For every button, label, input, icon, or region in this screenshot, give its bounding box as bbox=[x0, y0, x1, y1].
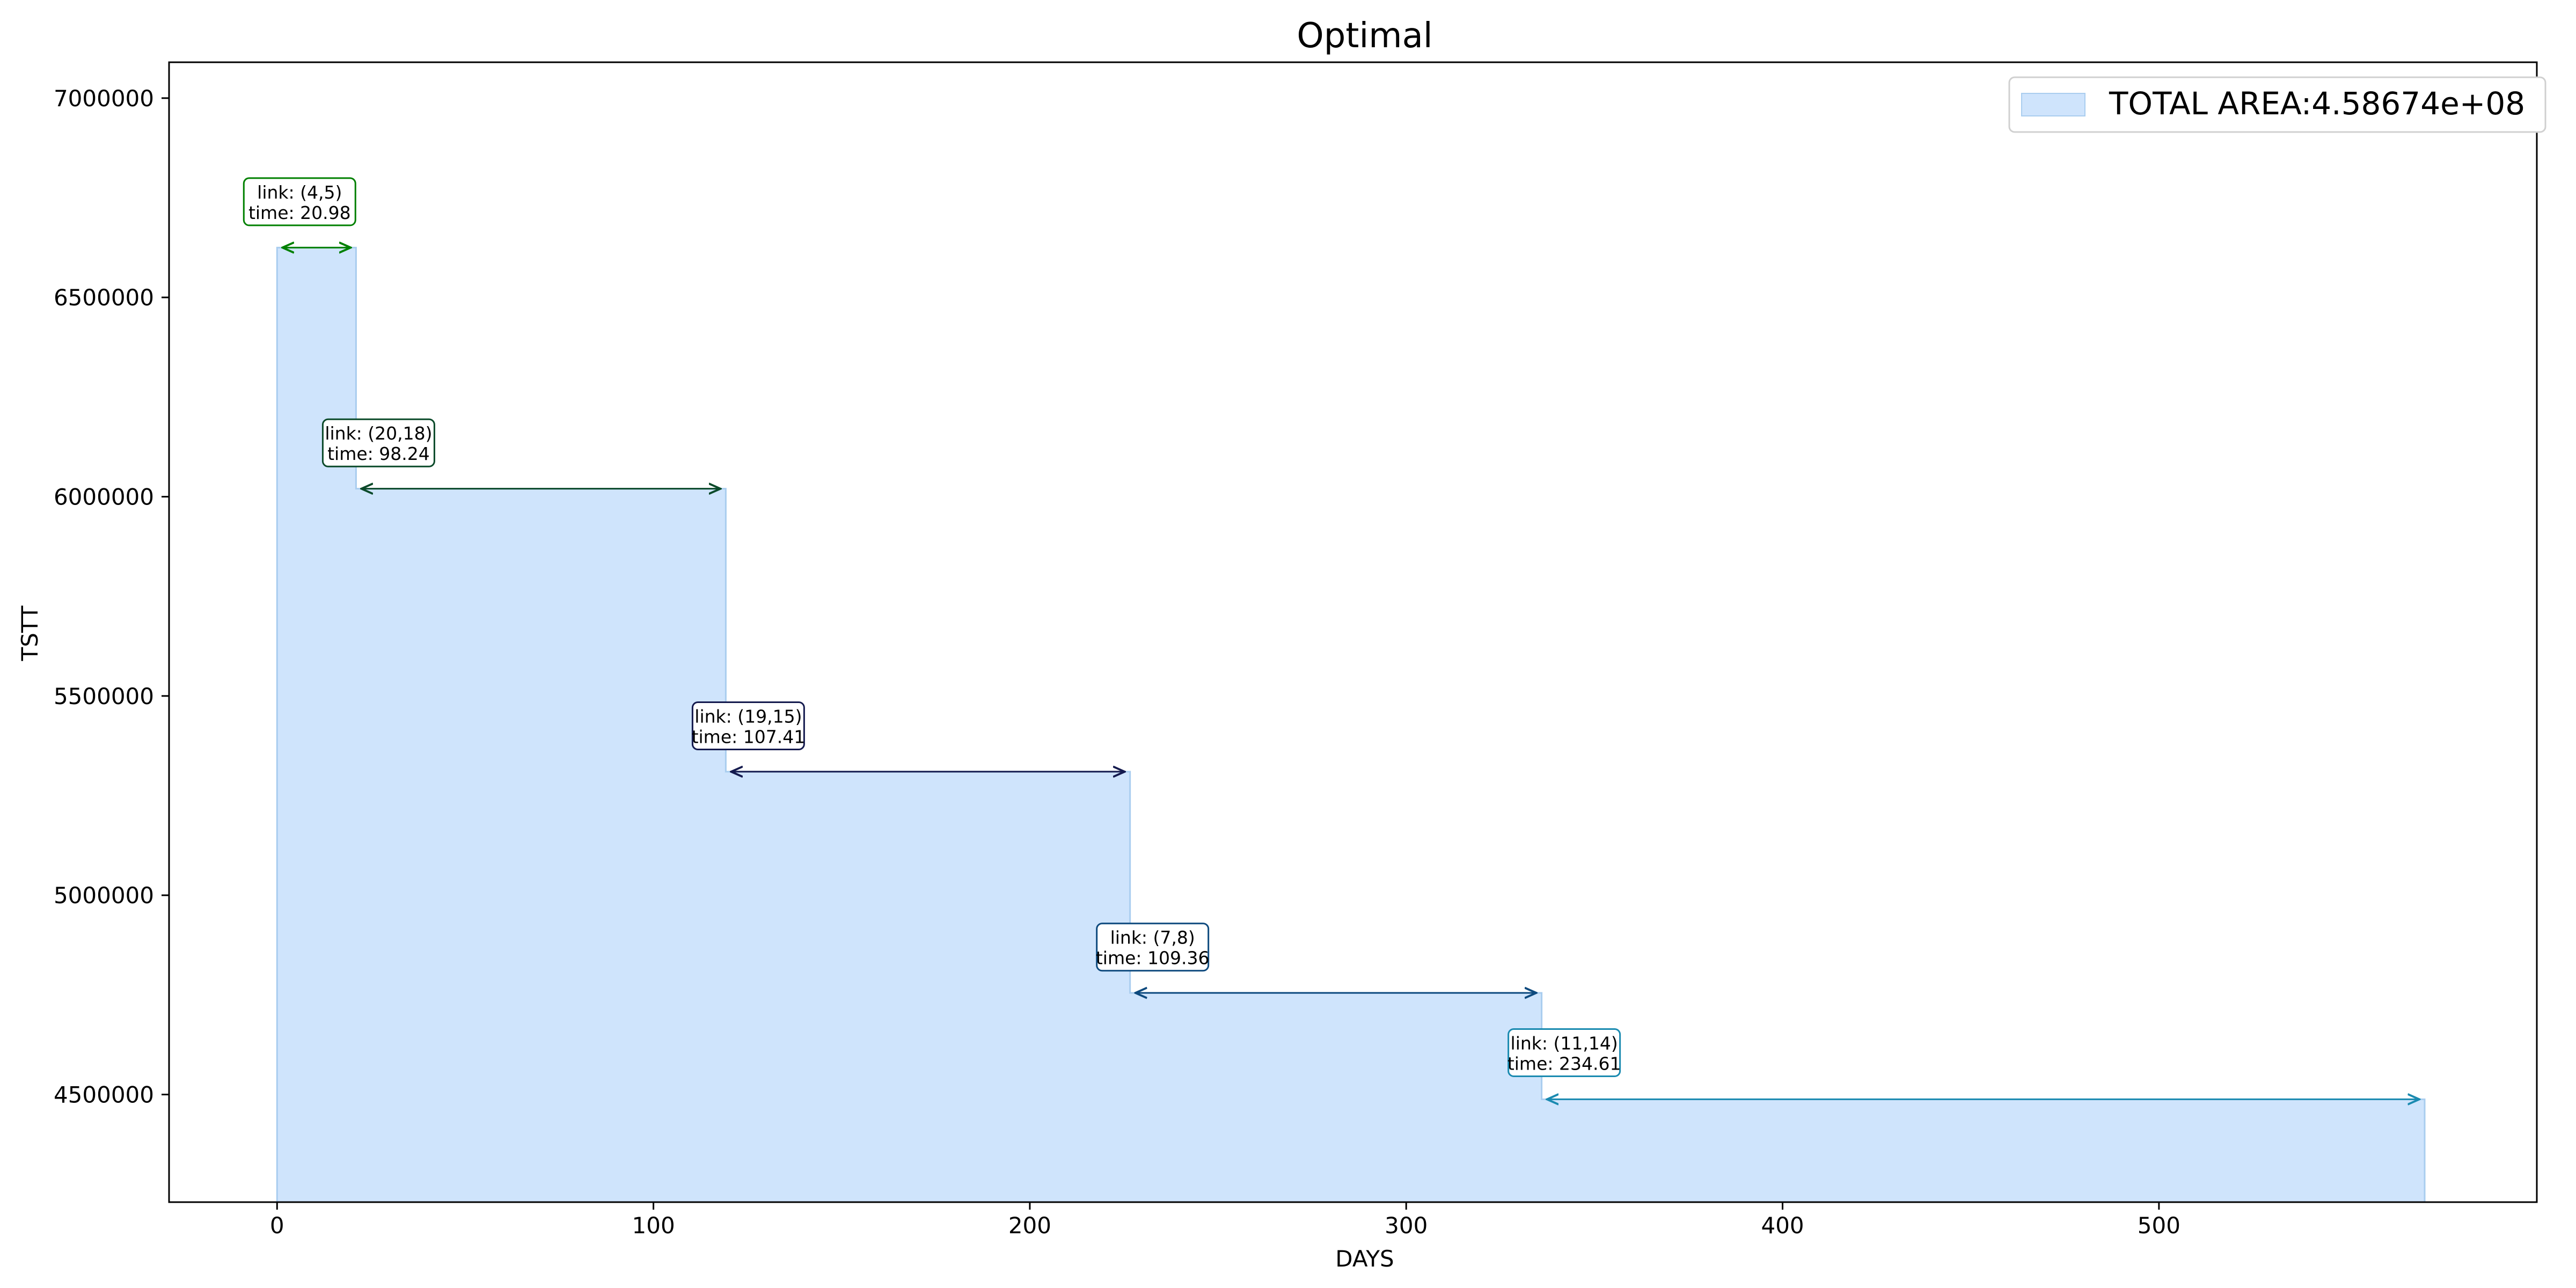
plot-frame bbox=[168, 61, 2538, 1203]
y-tick-label: 6500000 bbox=[54, 284, 154, 311]
annotation-time-label: time: 107.41 bbox=[692, 727, 806, 748]
x-axis-label: DAYS bbox=[1335, 1246, 1394, 1272]
x-tick-label: 400 bbox=[1761, 1212, 1804, 1239]
annotation-link-label: link: (4,5) bbox=[257, 182, 342, 203]
annotation-link-label: link: (11,14) bbox=[1511, 1033, 1618, 1054]
x-tick-label: 0 bbox=[270, 1212, 284, 1239]
area-fill bbox=[276, 246, 2426, 1203]
annotation-5: link: (11,14)time: 234.61 bbox=[1507, 1028, 2419, 1100]
legend-frame bbox=[2008, 76, 2546, 133]
legend-swatch bbox=[2021, 93, 2085, 116]
annotation-link-label: link: (19,15) bbox=[694, 706, 802, 727]
annotation-box bbox=[243, 177, 356, 226]
x-tick-label: 100 bbox=[632, 1212, 675, 1239]
x-tick-label: 500 bbox=[2138, 1212, 2180, 1239]
annotation-1: link: (4,5)time: 20.98 bbox=[243, 177, 356, 247]
x-tick-label: 300 bbox=[1385, 1212, 1428, 1239]
y-tick-label: 4500000 bbox=[54, 1081, 154, 1108]
legend: TOTAL AREA:4.58674e+08 bbox=[2008, 76, 2546, 133]
annotation-time-label: time: 234.61 bbox=[1507, 1053, 1621, 1074]
annotation-box bbox=[691, 701, 805, 751]
annotation-link-label: link: (20,18) bbox=[325, 423, 432, 444]
annotation-time-label: time: 109.36 bbox=[1096, 948, 1210, 969]
annotation-4: link: (7,8)time: 109.36 bbox=[1096, 923, 1536, 993]
y-axis: 4500000 5000000 5500000 6000000 6500000 70000… bbox=[54, 85, 169, 1108]
annotation-link-label: link: (7,8) bbox=[1110, 927, 1195, 948]
y-tick-label: 6000000 bbox=[54, 484, 154, 510]
annotation-time-label: time: 20.98 bbox=[248, 202, 351, 223]
area-series bbox=[276, 246, 2426, 1203]
y-axis-label: TSTT bbox=[17, 605, 43, 661]
annotation-box bbox=[1096, 923, 1210, 972]
y-tick-label: 5000000 bbox=[54, 882, 154, 909]
y-tick-label: 5500000 bbox=[54, 683, 154, 709]
x-axis: 0 100 200 300 400 500 bbox=[270, 1202, 2180, 1239]
annotation-box bbox=[1507, 1028, 1621, 1078]
annotation-time-label: time: 98.24 bbox=[327, 443, 430, 464]
annotation-box bbox=[321, 418, 435, 467]
legend-label: TOTAL AREA:4.58674e+08 bbox=[2109, 85, 2525, 122]
annotation-3: link: (19,15)time: 107.41 bbox=[691, 701, 1125, 772]
y-tick-label: 7000000 bbox=[54, 85, 154, 112]
x-tick-label: 200 bbox=[1008, 1212, 1051, 1239]
chart-title: Optimal bbox=[1297, 16, 1432, 56]
annotation-2: link: (20,18)time: 98.24 bbox=[321, 418, 720, 488]
